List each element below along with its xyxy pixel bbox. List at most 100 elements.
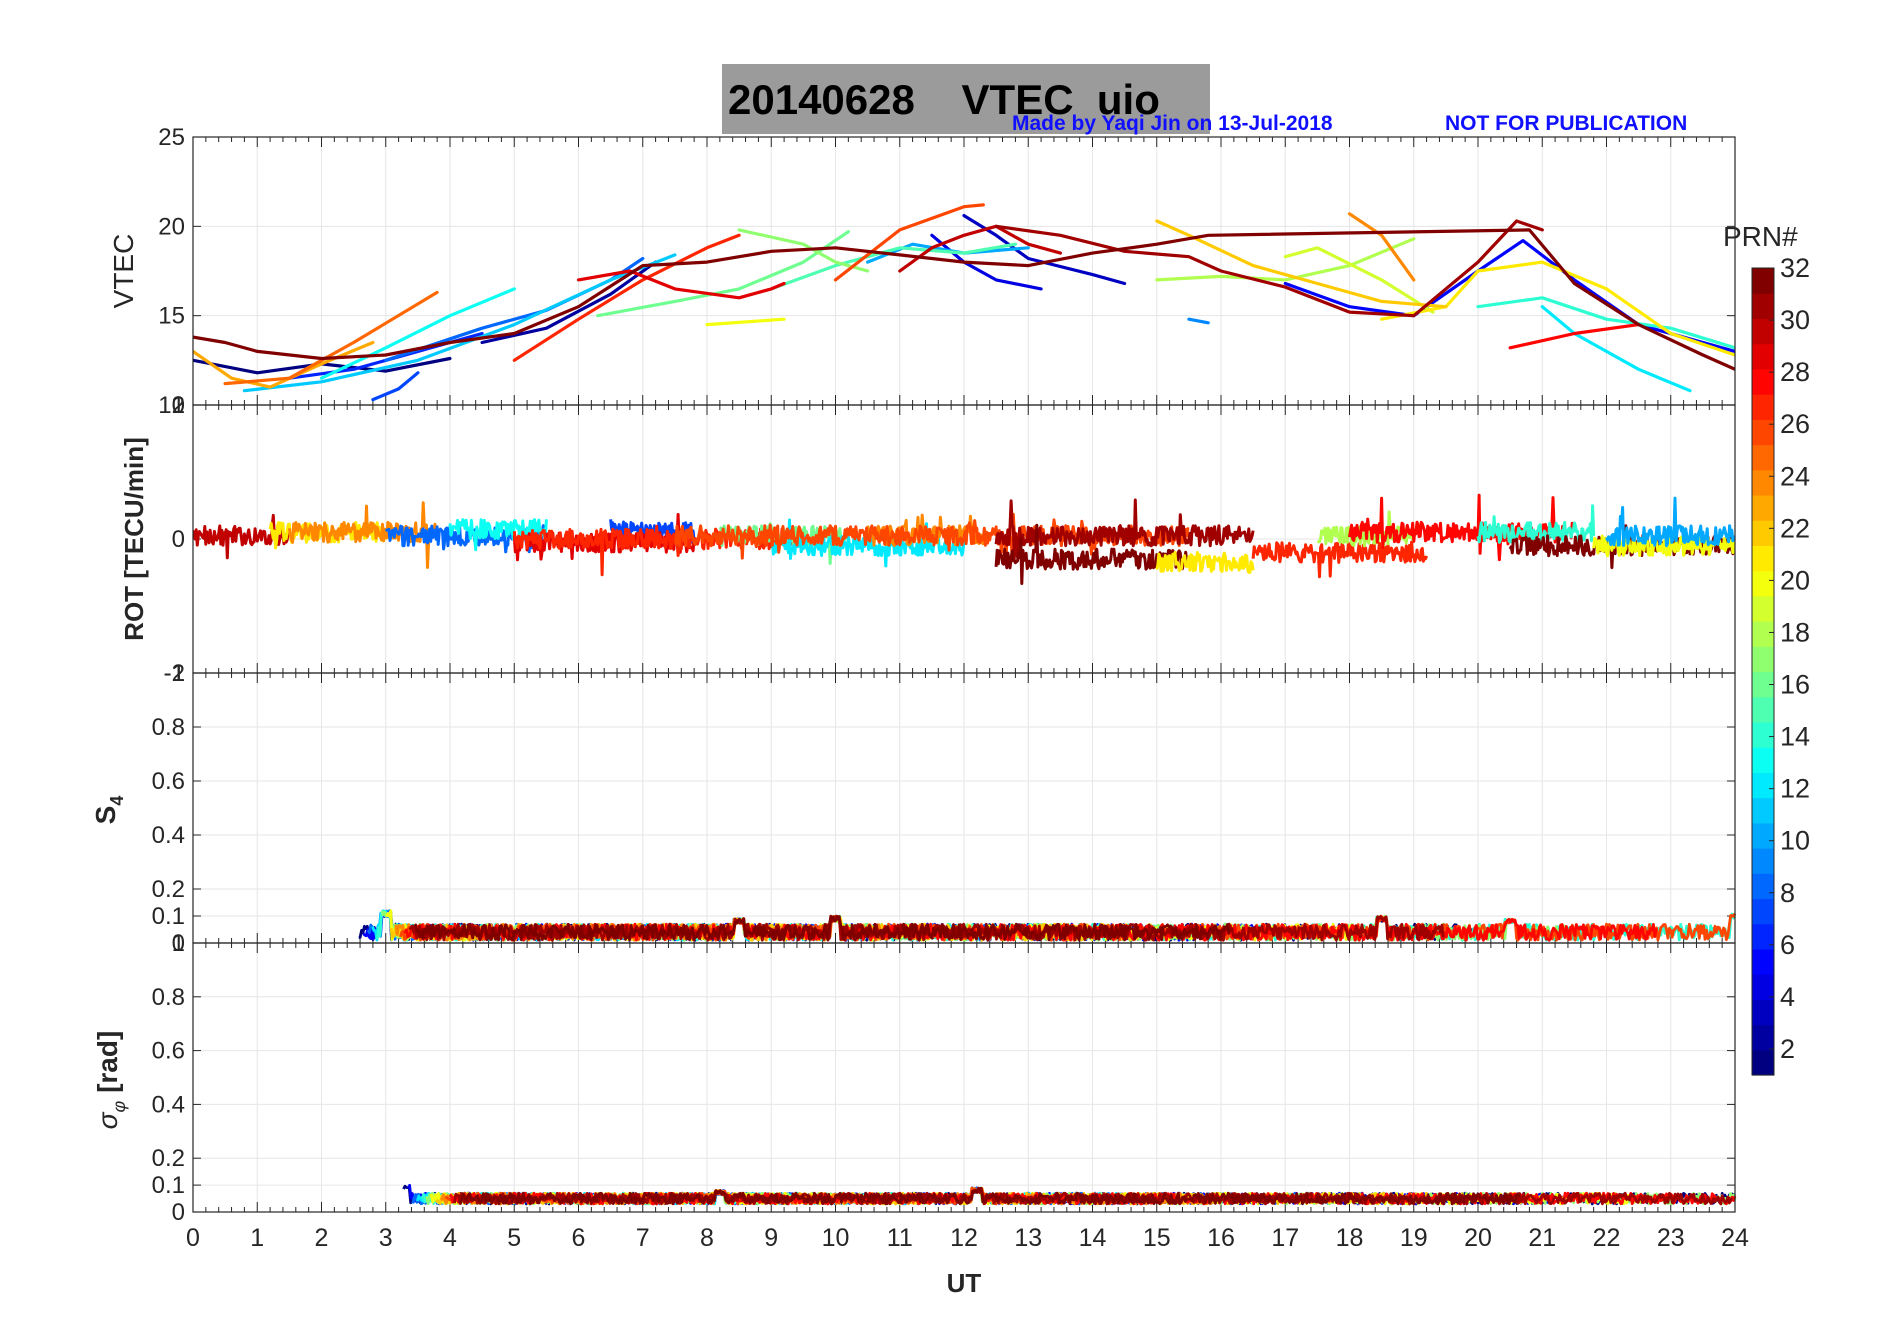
- vtec-ytick-label: 15: [158, 303, 185, 330]
- s4-ytick-label: 0.1: [152, 903, 185, 930]
- xtick-label: 22: [1593, 1224, 1621, 1252]
- sigma-phi-ytick-label: 0.1: [152, 1172, 185, 1199]
- colorbar-segment: [1752, 747, 1774, 773]
- s4-ytick-label: 1: [172, 660, 185, 687]
- sigma-phi-series-prn-32: [457, 1187, 1521, 1206]
- colorbar-frame: [1751, 267, 1775, 1076]
- title-box: [722, 64, 1210, 134]
- colorbar-segment: [1752, 520, 1774, 547]
- colorbar-segment: [1752, 419, 1774, 446]
- colorbar-segment: [1752, 797, 1774, 824]
- s4-series-prn-32: [413, 915, 1232, 942]
- not-for-publication-text: NOT FOR PUBLICATION: [1445, 112, 1688, 135]
- xtick-label: 13: [1014, 1224, 1042, 1252]
- vtec-ytick-label: 20: [158, 213, 185, 240]
- vtec-series-prn-29: [576, 269, 786, 300]
- s4-ytick-label: 0: [172, 930, 185, 957]
- sigma-phi-axes-frame: [192, 942, 1736, 1213]
- colorbar-segment: [1752, 394, 1774, 420]
- xtick-label: 16: [1207, 1224, 1235, 1252]
- vtec-ylabel: VTEC: [108, 234, 139, 309]
- x-axis-label: UT: [947, 1268, 982, 1298]
- colorbar-segment: [1752, 999, 1774, 1026]
- colorbar-tick-label: 28: [1780, 357, 1810, 387]
- vtec-series-prn-2: [480, 260, 658, 345]
- colorbar-segment: [1752, 368, 1774, 395]
- sigma-phi-ylabel: σφ [rad]: [92, 1031, 129, 1130]
- vtec-series-prn-9: [1187, 317, 1210, 325]
- vtec-ytick-label: 10: [158, 392, 185, 419]
- xtick-label: 20: [1464, 1224, 1492, 1252]
- colorbar-segment: [1752, 343, 1774, 370]
- colorbar-segment: [1752, 621, 1774, 647]
- vtec-series-prn-11: [242, 253, 677, 393]
- xtick-label: 8: [700, 1224, 714, 1252]
- colorbar-tick-label: 22: [1780, 513, 1810, 543]
- s4-series-group: [358, 909, 1737, 942]
- colorbar-segment: [1752, 444, 1774, 471]
- colorbar-segment: [1752, 822, 1774, 849]
- rot-ytick-label: 2: [172, 392, 185, 419]
- vtec-series-prn-20: [705, 317, 786, 327]
- colorbar-tick-label: 32: [1780, 253, 1810, 283]
- colorbar-segment: [1752, 570, 1774, 597]
- vtec-ytick-label: 25: [158, 124, 185, 151]
- rot-series-prn-21: [1155, 550, 1255, 574]
- vtec-series-prn-28: [1508, 323, 1641, 350]
- credit-text: Made by Yaqi Jin on 13-Jul-2018: [1012, 112, 1333, 135]
- rot-series-prn-27: [1251, 540, 1428, 579]
- vtec-series-prn-25: [223, 290, 439, 386]
- rot-series-prn-31: [994, 498, 1255, 560]
- xtick-label: 12: [950, 1224, 978, 1252]
- vtec-series-prn-31: [994, 219, 1544, 318]
- s4-ytick-label: 0.8: [152, 714, 185, 741]
- xtick-label: 6: [572, 1224, 586, 1252]
- colorbar-tick-label: 4: [1780, 982, 1795, 1012]
- vtec-series-prn-27: [512, 233, 741, 362]
- xtick-label: 18: [1336, 1224, 1364, 1252]
- vtec-series-prn-24: [1347, 212, 1416, 282]
- colorbar-tick-label: 14: [1780, 722, 1810, 752]
- rot-ytick-label: -2: [164, 660, 185, 687]
- colorbar-segment: [1752, 595, 1774, 622]
- colorbar-tick-label: 10: [1780, 826, 1810, 856]
- vtec-series-prn-18: [1155, 237, 1416, 282]
- rot-series-prn-30: [193, 513, 291, 560]
- rot-ytick-label: 0: [172, 526, 185, 553]
- xtick-label: 17: [1271, 1224, 1299, 1252]
- colorbar-segment: [1752, 494, 1774, 521]
- colorbar-tick-label: 30: [1780, 305, 1810, 335]
- xtick-label: 9: [764, 1224, 778, 1252]
- colorbar-segment: [1752, 268, 1774, 294]
- page-title: 20140628 VTEC uio: [728, 76, 1160, 123]
- xtick-label: 3: [379, 1224, 393, 1252]
- s4-ytick-label: 0.6: [152, 768, 185, 795]
- colorbar-segment: [1752, 469, 1774, 496]
- sigma-phi-series-group: [402, 1183, 1737, 1206]
- colorbar-tick-label: 2: [1780, 1034, 1795, 1064]
- rot-series-prn-24: [866, 513, 985, 547]
- colorbar-segment: [1752, 646, 1774, 673]
- xtick-label: 24: [1721, 1224, 1749, 1252]
- colorbar-segment: [1752, 1024, 1774, 1051]
- sigma-phi-ytick-label: 0.4: [152, 1091, 185, 1118]
- xtick-label: 7: [636, 1224, 650, 1252]
- colorbar-segment: [1752, 671, 1774, 698]
- sigma-phi-ytick-label: 0: [172, 1199, 185, 1226]
- xtick-label: 19: [1400, 1224, 1428, 1252]
- vtec-series-prn-30: [898, 224, 1063, 273]
- rot-series-prn-10: [1605, 496, 1735, 548]
- vtec-series-prn-7: [371, 371, 420, 402]
- colorbar-segment: [1752, 696, 1774, 723]
- colorbar-tick-label: 26: [1780, 409, 1810, 439]
- xtick-label: 5: [507, 1224, 521, 1252]
- rot-ylabel: ROT [TECU/min]: [119, 437, 149, 641]
- xtick-label: 21: [1528, 1224, 1556, 1252]
- sigma-phi-ytick-label: 1: [172, 930, 185, 957]
- xtick-label: 2: [315, 1224, 329, 1252]
- colorbar-segment: [1752, 772, 1774, 799]
- vtec-series-prn-12: [1540, 305, 1692, 393]
- rot-series-prn-32: [994, 523, 1191, 585]
